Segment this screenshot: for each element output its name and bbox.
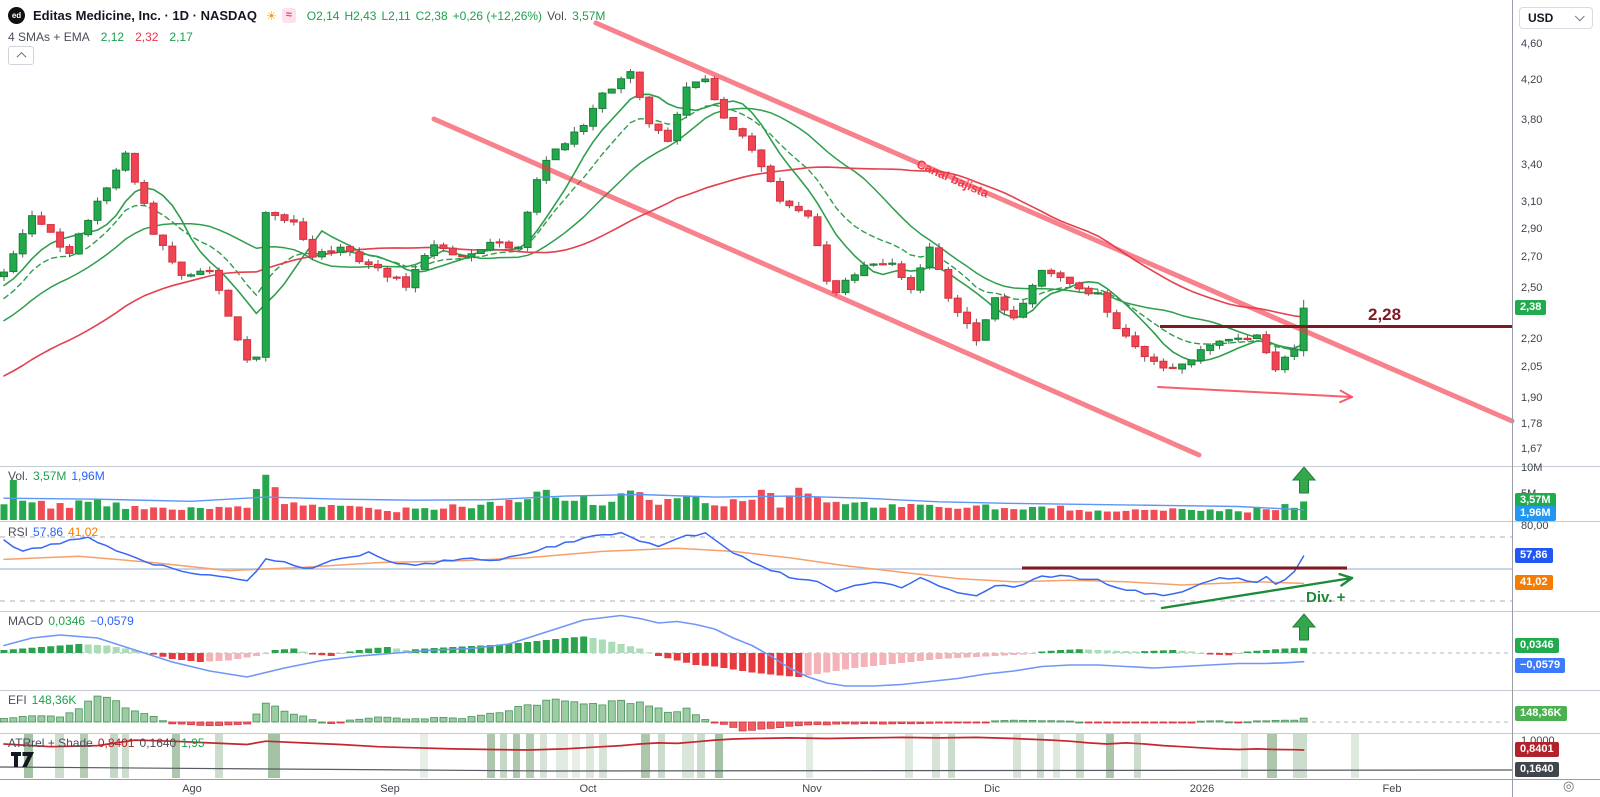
- axis-tick-label: 2,20: [1521, 333, 1543, 346]
- macd-line-value: −0,0579: [90, 614, 134, 628]
- indicator-value-1: 2,12: [100, 30, 125, 44]
- axis-tick-label: 2,90: [1521, 222, 1543, 235]
- rsi-label: RSI: [8, 525, 29, 539]
- notes-wave-icon[interactable]: ≈: [281, 8, 296, 23]
- high-value: H2,43: [344, 8, 377, 23]
- volume-ma-line: [3, 493, 1305, 511]
- indicator-value-2: 2,32: [135, 30, 159, 44]
- volume-label: Vol.: [8, 469, 29, 483]
- atr-shade-badge: 0,1640: [1515, 762, 1559, 777]
- volume-ma-value: 1,96M: [71, 469, 105, 483]
- time-axis-label: Dic: [984, 783, 1000, 795]
- efi-pane-label[interactable]: EFI 148,36K: [8, 693, 81, 707]
- chevron-up-icon: [16, 51, 26, 62]
- axis-tick-label: 10M: [1521, 461, 1543, 474]
- time-axis-label: Nov: [802, 783, 822, 795]
- atr-shade-value: 0,1640: [139, 736, 177, 750]
- volume-value: 3,57M: [33, 469, 67, 483]
- efi-value: 148,36K: [31, 693, 77, 707]
- rsi-line: [3, 531, 1305, 597]
- axis-tick-label: 1,78: [1521, 417, 1543, 430]
- sma-fast-line: [3, 93, 1305, 362]
- rsi-ma-badge: 41,02: [1515, 575, 1553, 591]
- time-axis-label: 2026: [1189, 783, 1215, 795]
- symbol-logo: ed: [8, 7, 25, 24]
- atr-label: ATRrel + Shade: [8, 736, 93, 750]
- atr-badge: 0,8401: [1515, 741, 1559, 757]
- macd-line-badge: −0,0579: [1515, 657, 1566, 673]
- volume-badge: 3,57M: [1515, 493, 1556, 509]
- macd-hist-value: 0,0346: [48, 614, 86, 628]
- axis-tick-label: 4,60: [1521, 38, 1543, 51]
- atr-pane-label[interactable]: ATRrel + Shade 0,8401 0,1640 1,95: [8, 736, 210, 750]
- atr-shade-level-line: [0, 766, 1513, 772]
- open-value: O2,14: [306, 8, 340, 23]
- axis-tick-label: 80,00: [1521, 519, 1549, 532]
- currency-label: USD: [1528, 11, 1554, 25]
- atr-line: [3, 736, 1305, 751]
- axis-tick-label: 3,10: [1521, 195, 1543, 208]
- candles: [0, 69, 1308, 374]
- rsi-ma-line: [3, 547, 1305, 586]
- rsi-badge: 57,86: [1515, 548, 1553, 564]
- divergence-label[interactable]: Div. +: [1306, 589, 1346, 606]
- axis-tick-label: 2,50: [1521, 281, 1543, 294]
- macd-pane-label[interactable]: MACD 0,0346 −0,0579: [8, 614, 139, 628]
- symbol-title[interactable]: Editas Medicine, Inc. · 1D · NASDAQ: [33, 8, 257, 23]
- volume-pane-label[interactable]: Vol. 3,57M 1,96M: [8, 469, 110, 483]
- time-axis-label: Oct: [579, 783, 597, 795]
- indicator-row[interactable]: 4 SMAs + EMA 2,12 2,32 2,17: [8, 30, 610, 44]
- collapse-legend-button[interactable]: [8, 46, 34, 65]
- axis-tick-label: 1,90: [1521, 391, 1543, 404]
- macd-hist-badge: 0,0346: [1515, 637, 1559, 653]
- market-open-sun-icon: ☀: [265, 8, 277, 23]
- rsi-value: 57,86: [33, 525, 64, 539]
- chevron-down-icon: [1574, 10, 1585, 21]
- axis-settings-icon[interactable]: ◎: [1563, 778, 1575, 793]
- last-price-badge: 2,38: [1515, 300, 1547, 316]
- sma-slow-line: [3, 107, 1305, 351]
- axis-tick-label: 3,40: [1521, 158, 1543, 171]
- time-axis-label: Sep: [380, 783, 400, 795]
- indicator-value-3: 2,17: [169, 30, 193, 44]
- rsi-pane-label[interactable]: RSI 57,86 41,02: [8, 525, 103, 539]
- atr-value: 0,8401: [97, 736, 135, 750]
- time-axis-label: Ago: [182, 783, 202, 795]
- vol-label: Vol.: [547, 8, 568, 23]
- efi-bars: [0, 695, 1308, 732]
- vol-value: 3,57M: [572, 8, 606, 23]
- macd-histogram: [0, 636, 1308, 677]
- change-value: +0,26 (+12,26%): [452, 8, 543, 23]
- macd-line: [3, 614, 1305, 687]
- volume-bars: [0, 474, 1308, 520]
- macd-label: MACD: [8, 614, 44, 628]
- axis-tick-label: 2,70: [1521, 251, 1543, 264]
- currency-selector[interactable]: USD: [1519, 7, 1593, 29]
- atr-shade-bands: [24, 734, 1359, 778]
- axis-tick-label: 4,20: [1521, 74, 1543, 87]
- axis-tick-label: 1,67: [1521, 443, 1543, 456]
- user-drawings: [431, 20, 1515, 641]
- symbol-legend: ed Editas Medicine, Inc. · 1D · NASDAQ ☀…: [8, 7, 610, 44]
- resistance-price-label[interactable]: 2,28: [1368, 305, 1402, 324]
- rsi-ma-value: 41,02: [68, 525, 99, 539]
- axis-tick-label: 2,05: [1521, 361, 1543, 374]
- indicator-name: 4 SMAs + EMA: [8, 30, 90, 44]
- efi-badge: 148,36K: [1515, 705, 1567, 721]
- ohlc-values: O2,14 H2,43 L2,11 C2,38 +0,26 (+12,26%) Vol. 3…: [307, 9, 611, 23]
- time-axis-label: Feb: [1382, 783, 1402, 795]
- tradingview-logo[interactable]: [10, 751, 36, 768]
- efi-label: EFI: [8, 693, 27, 707]
- atr-third-value: 1,95: [181, 736, 205, 750]
- close-value: C2,38: [415, 8, 448, 23]
- symbol-row[interactable]: ed Editas Medicine, Inc. · 1D · NASDAQ ☀…: [8, 7, 610, 24]
- axis-tick-label: 3,80: [1521, 114, 1543, 127]
- low-value: L2,11: [381, 8, 411, 23]
- volume-ma-badge: 1,96M: [1515, 505, 1556, 521]
